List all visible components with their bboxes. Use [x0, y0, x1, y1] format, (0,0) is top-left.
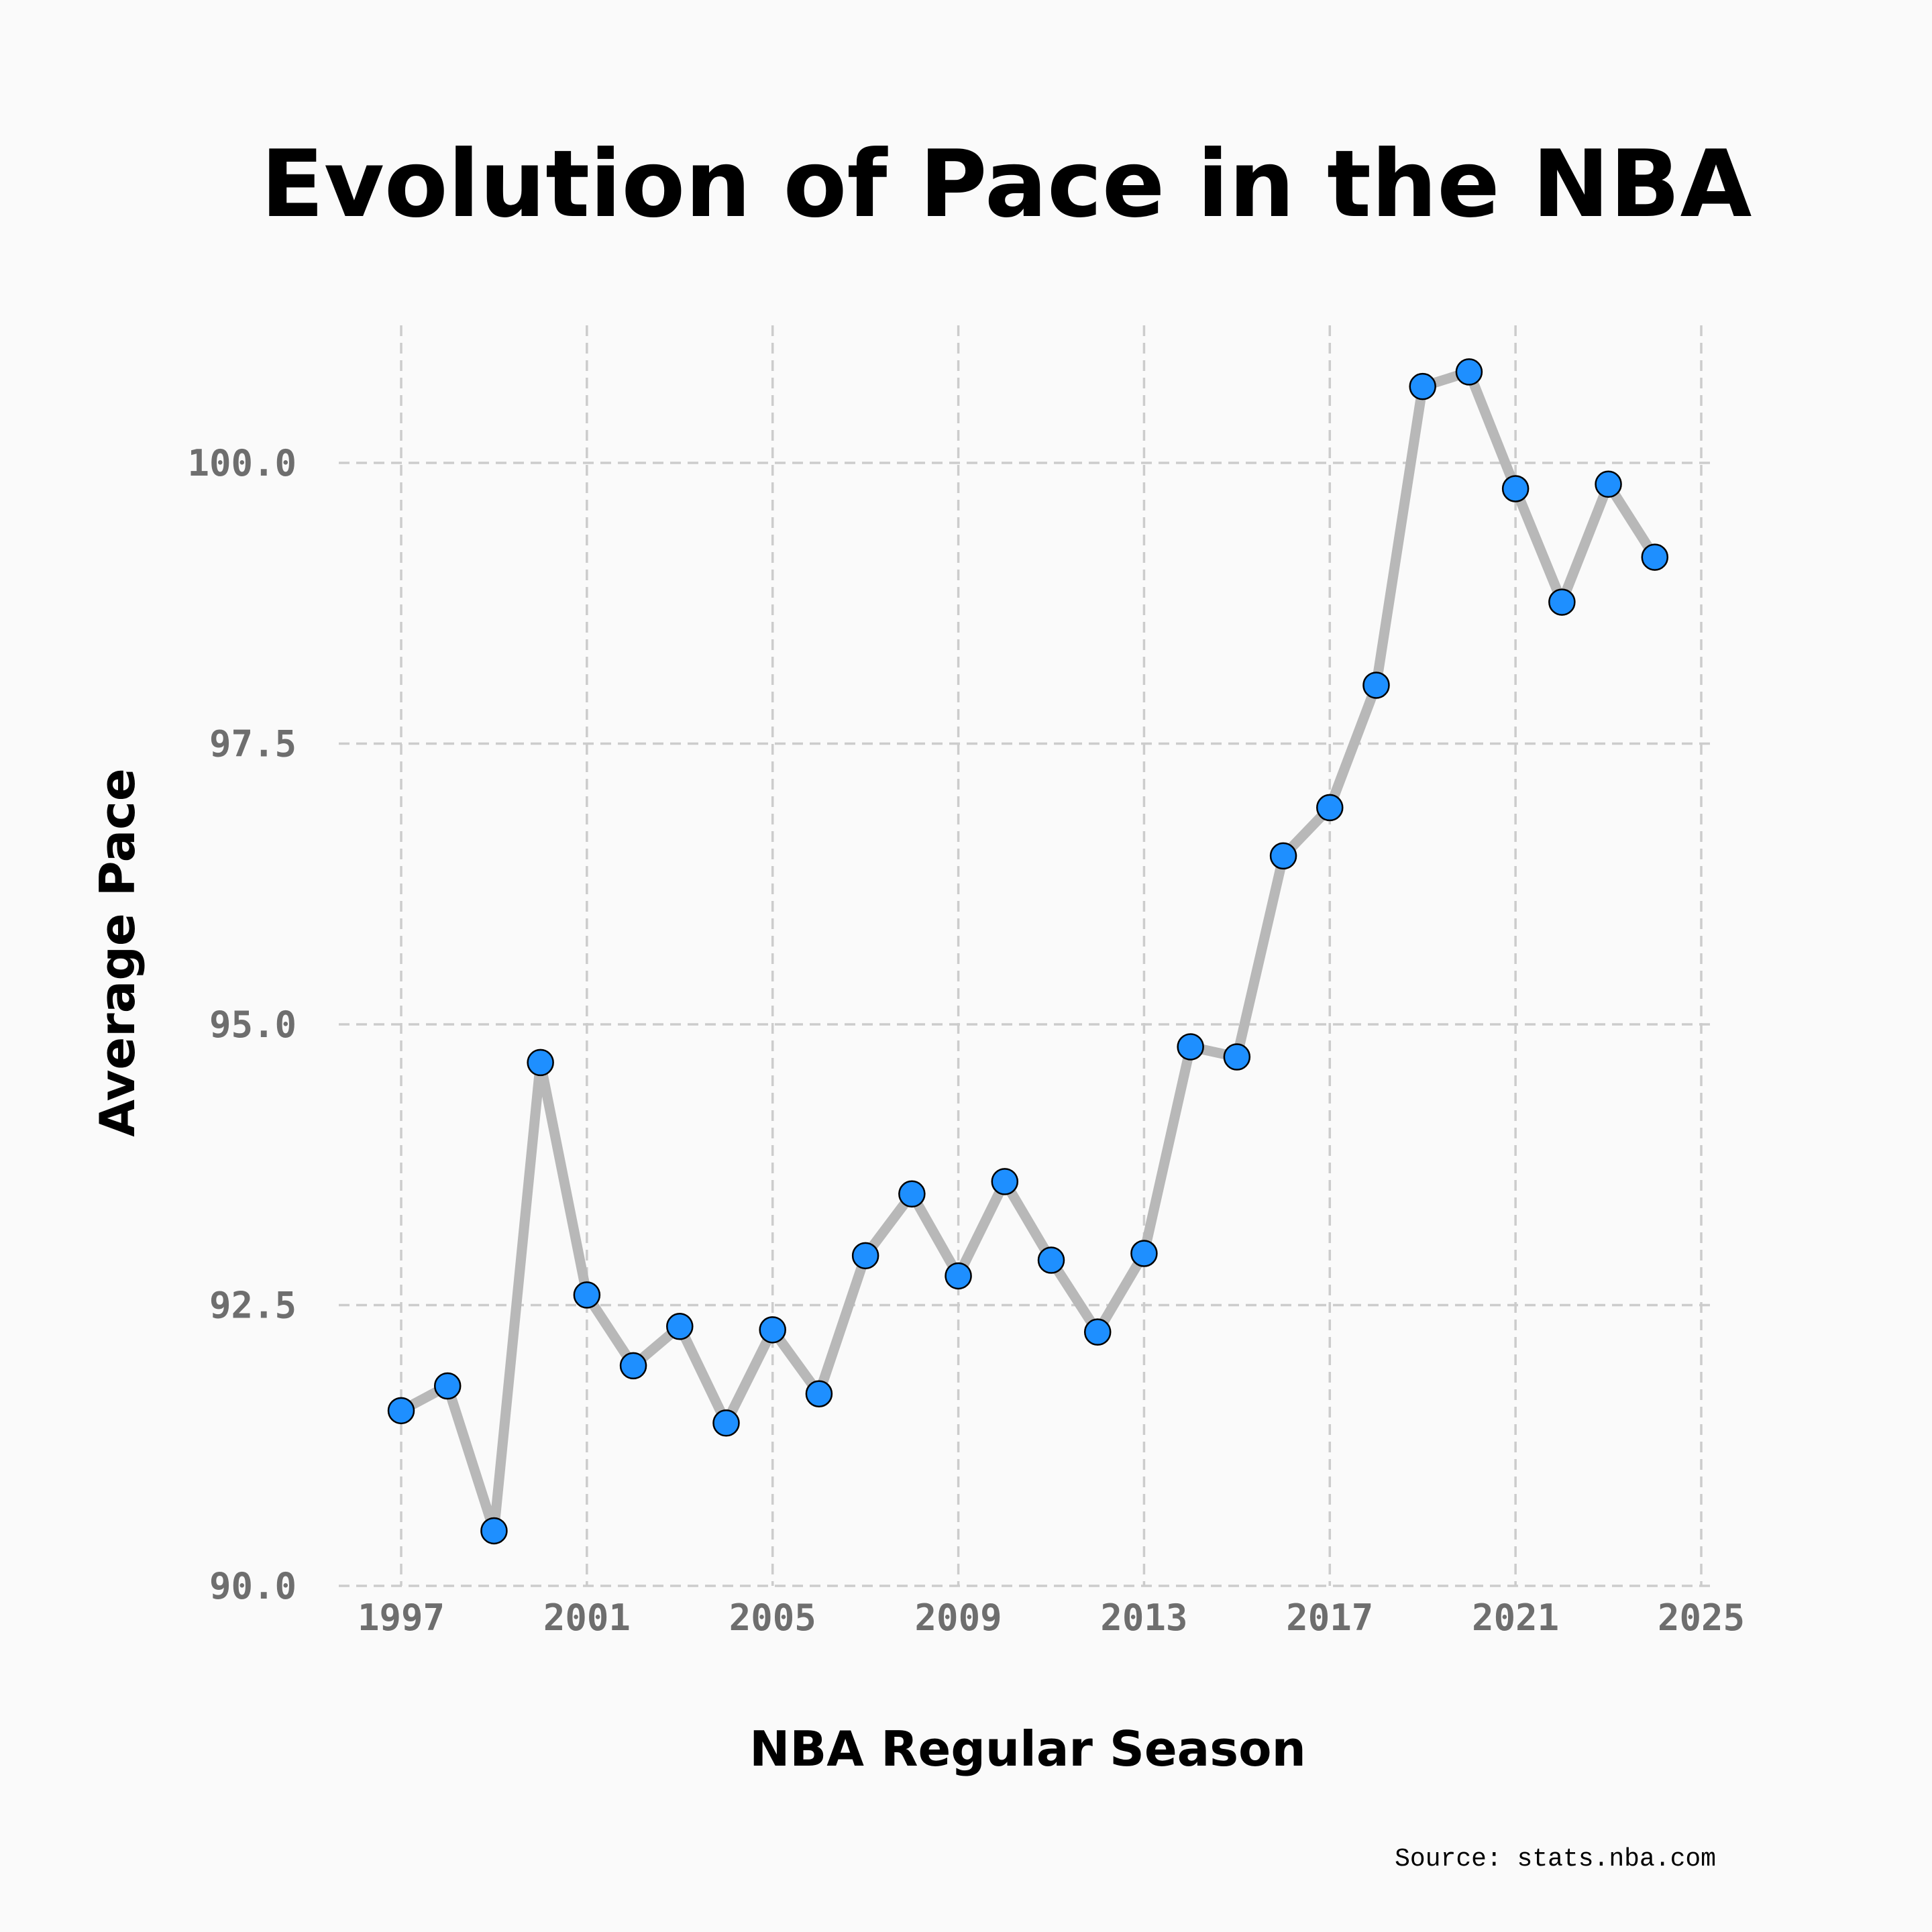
x-tick-label: 2025 — [1658, 1597, 1745, 1639]
data-point — [573, 1281, 601, 1309]
x-tick-label: 2013 — [1100, 1597, 1187, 1639]
x-tick-label: 2001 — [543, 1597, 631, 1639]
data-point — [1548, 588, 1576, 616]
data-point — [805, 1380, 833, 1407]
data-point — [1177, 1033, 1204, 1061]
data-point — [1641, 543, 1669, 571]
series-line — [396, 366, 1660, 1536]
data-point — [480, 1517, 508, 1545]
data-point — [527, 1049, 554, 1077]
x-tick-label: 2005 — [729, 1597, 816, 1639]
data-point — [945, 1262, 972, 1290]
data-point — [1223, 1043, 1251, 1071]
data-point — [1455, 358, 1483, 386]
x-tick-label: 2009 — [915, 1597, 1002, 1639]
x-tick-label: 2017 — [1286, 1597, 1373, 1639]
data-point — [898, 1180, 926, 1208]
data-point — [1316, 794, 1344, 822]
data-point — [387, 1397, 415, 1425]
y-tick-label: 97.5 — [209, 723, 297, 765]
y-axis-title: Average Pace — [89, 768, 146, 1136]
data-point — [1083, 1318, 1112, 1346]
data-point — [433, 1372, 462, 1400]
data-point — [666, 1313, 694, 1340]
y-tick-label: 100.0 — [187, 442, 297, 484]
data-point — [1501, 475, 1529, 502]
source-note: Source: stats.nba.com — [1395, 1845, 1716, 1874]
data-point — [851, 1242, 879, 1270]
data-point — [759, 1316, 786, 1344]
data-point — [619, 1352, 647, 1380]
data-point — [1362, 672, 1390, 699]
data-point — [1409, 372, 1436, 400]
x-tick-label: 2021 — [1472, 1597, 1559, 1639]
data-point — [1037, 1246, 1065, 1274]
y-tick-label: 95.0 — [209, 1004, 297, 1046]
data-point — [1269, 842, 1297, 870]
tick-labels: 1997 2001 2005 2009 2013 2017 2021 2025 90.0 92.5… — [187, 442, 1745, 1639]
y-tick-label: 90.0 — [209, 1565, 297, 1607]
data-point — [1130, 1240, 1158, 1267]
data-point — [712, 1409, 740, 1437]
y-tick-label: 92.5 — [209, 1285, 297, 1327]
data-point — [1595, 470, 1622, 498]
chart-title: Evolution of Pace in the NBA — [261, 130, 1752, 238]
x-tick-label: 1997 — [358, 1597, 445, 1639]
grid — [339, 325, 1714, 1587]
series — [387, 358, 1669, 1545]
data-point — [991, 1168, 1019, 1195]
x-axis-title: NBA Regular Season — [749, 1721, 1306, 1777]
